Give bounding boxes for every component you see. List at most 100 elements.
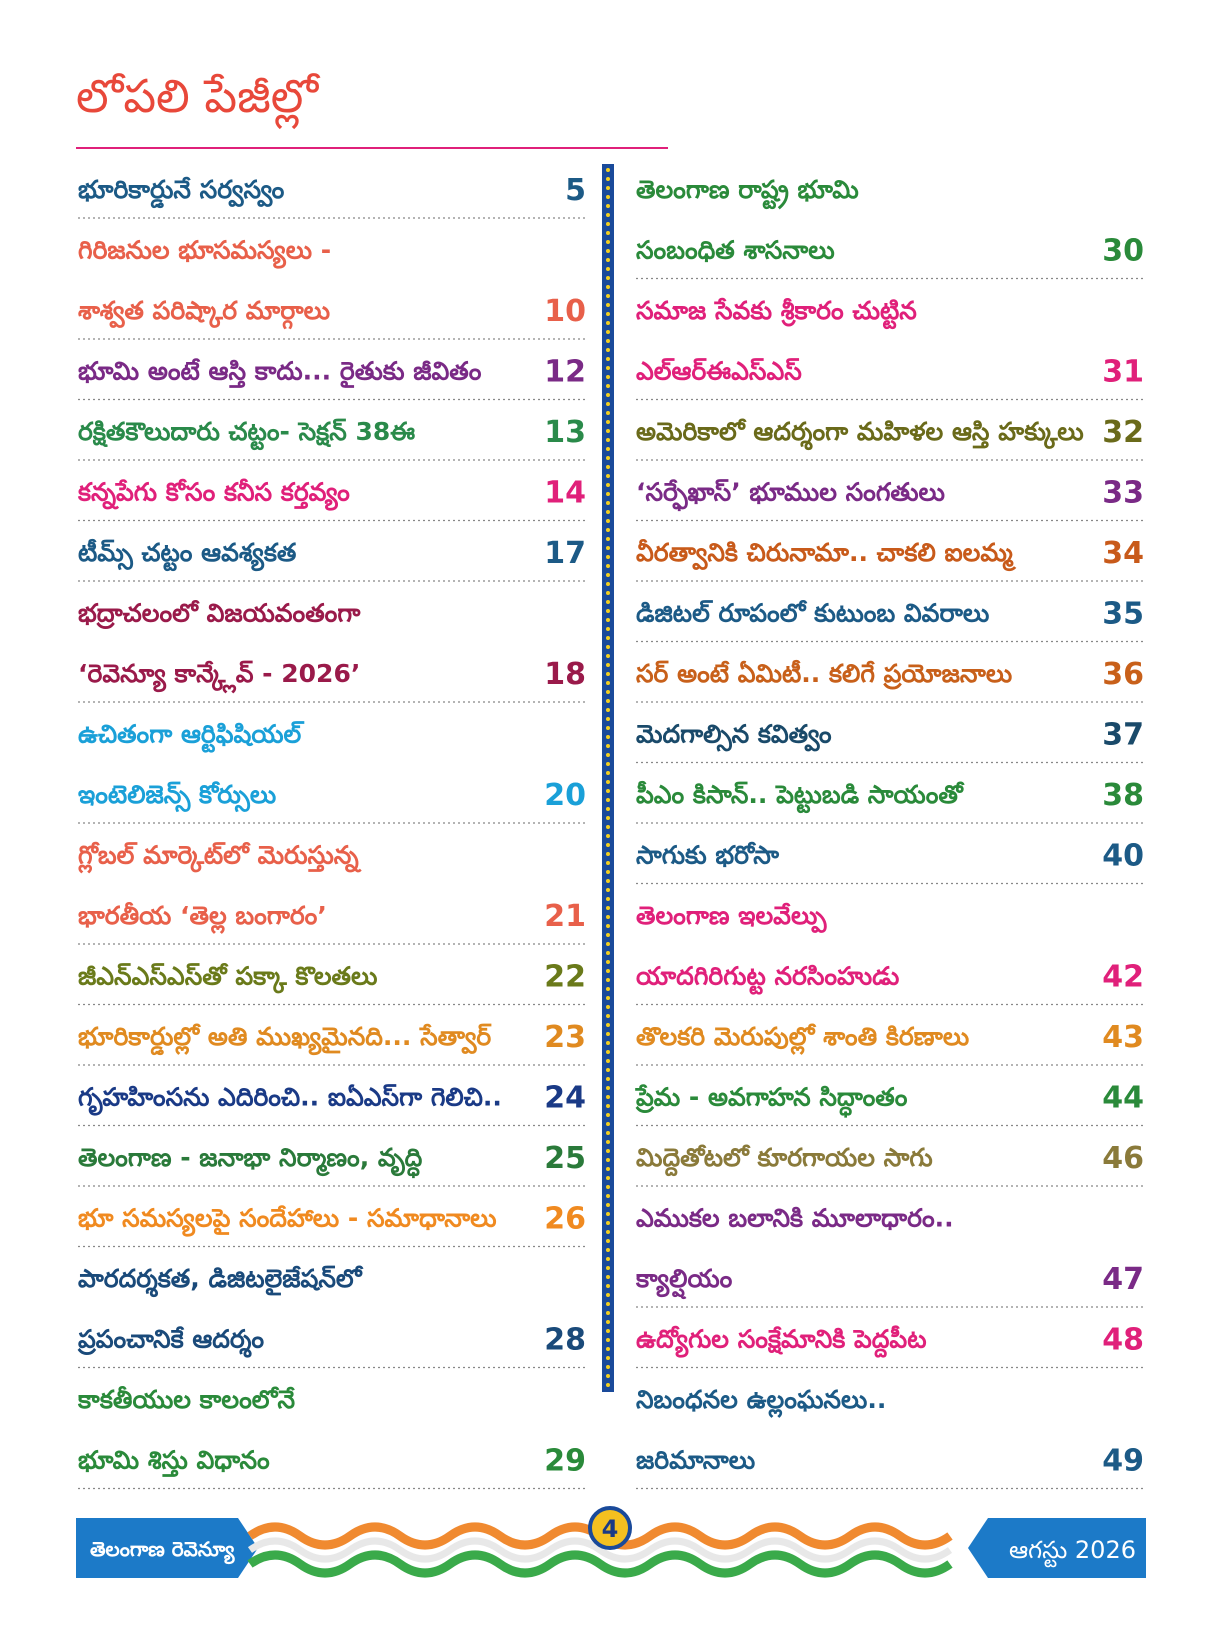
- dot: [606, 690, 610, 694]
- entry-title: టీమ్స్ చట్టం ఆవశ్యకత: [78, 538, 297, 572]
- entry-page: 13: [544, 415, 586, 450]
- dot: [606, 474, 610, 478]
- dot: [606, 1158, 610, 1162]
- dot: [606, 456, 610, 460]
- dot: [606, 204, 610, 208]
- dot: [606, 465, 610, 469]
- dot: [606, 1338, 610, 1342]
- dot: [606, 708, 610, 712]
- entry-title: సర్ అంటే ఏమిటీ.. కలిగే ప్రయోజనాలు: [636, 659, 1013, 690]
- entry-page: 43: [1102, 1020, 1144, 1055]
- entry-page: 25: [544, 1141, 586, 1176]
- dot: [606, 1068, 610, 1072]
- dot: [606, 303, 610, 307]
- dot: [606, 411, 610, 415]
- dot: [606, 294, 610, 298]
- dot: [606, 555, 610, 559]
- dot: [606, 267, 610, 271]
- dot: [606, 519, 610, 523]
- dot: [606, 1077, 610, 1081]
- dot: [606, 1131, 610, 1135]
- entry-page: 14: [544, 476, 586, 511]
- dot: [606, 1113, 610, 1117]
- divider-dots: [606, 168, 610, 1387]
- dot: [606, 366, 610, 370]
- entry-page: 26: [544, 1202, 586, 1237]
- dot: [606, 807, 610, 811]
- dot: [606, 330, 610, 334]
- entry-title: భూమి అంటే ఆస్తి కాదు... రైతుకు జీవితం: [78, 357, 482, 389]
- dot: [606, 312, 610, 316]
- entry-page: 10: [544, 294, 586, 329]
- dot: [606, 321, 610, 325]
- title: లోపలి పేజీల్లో: [76, 69, 321, 130]
- entry-title: సమాజ సేవకు శ్రీకారం చుట్టిన: [636, 296, 917, 330]
- entry-title: పారదర్శకత, డిజిటలైజేషన్‌లో: [78, 1264, 364, 1298]
- entry-page: 31: [1102, 355, 1144, 390]
- entry-title: గృహహింసను ఎదిరించి.. ఐఏఎస్‌గా గెలిచి..: [78, 1083, 502, 1117]
- dot: [606, 843, 610, 847]
- dot: [606, 510, 610, 514]
- dot: [606, 1149, 610, 1153]
- footer: తెలంగాణ రెవెన్యూ 4 ఆగస్టు 2026: [76, 1506, 1146, 1578]
- magazine-name: తెలంగాణ రెవెన్యూ: [90, 1537, 235, 1565]
- entry-title: భారతీయ ‘తెల్ల బంగారం’: [78, 901, 327, 934]
- dot: [606, 492, 610, 496]
- dot: [606, 1185, 610, 1189]
- entry-page: 40: [1102, 839, 1144, 874]
- dot: [606, 1005, 610, 1009]
- dot: [606, 438, 610, 442]
- dot: [606, 393, 610, 397]
- dot: [606, 402, 610, 406]
- entry-title: ‘సర్ఫేఖాస్’ భూముల సంగతులు: [636, 478, 945, 512]
- entry-page: 42: [1102, 960, 1144, 995]
- dot: [606, 1203, 610, 1207]
- dot: [606, 1356, 610, 1360]
- dot: [606, 186, 610, 190]
- entry-page: 20: [544, 778, 586, 813]
- dot: [606, 573, 610, 577]
- dot: [606, 1014, 610, 1018]
- dot: [606, 600, 610, 604]
- entry-page: 5: [565, 173, 586, 208]
- dot: [606, 888, 610, 892]
- entry-page: 44: [1102, 1081, 1144, 1116]
- entry-title: తొలకరి మెరుపుల్లో శాంతి కిరణాలు: [636, 1022, 970, 1055]
- entry-page: 24: [544, 1081, 586, 1116]
- entry-title: ప్రపంచానికే ఆదర్శం: [77, 1325, 265, 1359]
- footer-left-band: [76, 1518, 258, 1578]
- dot: [606, 897, 610, 901]
- dot: [606, 384, 610, 388]
- dot: [606, 996, 610, 1000]
- entry-page: 34: [1102, 536, 1144, 571]
- dot: [606, 969, 610, 973]
- dot: [606, 231, 610, 235]
- dot: [606, 762, 610, 766]
- dot: [606, 285, 610, 289]
- entry-title: పీఎం కిసాన్.. పెట్టుబడి సాయంతో: [636, 780, 965, 814]
- right-column: తెలంగాణ రాష్ట్ర భూమిసంబంధిత శాసనాలు 30సమా…: [635, 175, 1146, 1490]
- entry-title: జీఎన్ఎస్ఎస్‌తో పక్కా కొలతలు: [78, 962, 378, 994]
- dot: [606, 663, 610, 667]
- dot: [606, 699, 610, 703]
- dot: [606, 771, 610, 775]
- dot: [606, 780, 610, 784]
- entry-title: కాకతీయుల కాలంలోనే: [77, 1385, 295, 1414]
- dot: [606, 447, 610, 451]
- dot: [606, 645, 610, 649]
- dot: [606, 1347, 610, 1351]
- entry-page: 49: [1102, 1444, 1144, 1479]
- dot: [606, 636, 610, 640]
- entry-page: 23: [544, 1020, 586, 1055]
- dot: [606, 1104, 610, 1108]
- dot: [606, 924, 610, 928]
- dot: [606, 1023, 610, 1027]
- dot: [606, 1365, 610, 1369]
- dot: [606, 213, 610, 217]
- dot: [606, 1122, 610, 1126]
- entry-title: గ్లోబల్ మార్కెట్‌లో మెరుస్తున్న: [78, 841, 363, 874]
- dot: [606, 933, 610, 937]
- dot: [606, 726, 610, 730]
